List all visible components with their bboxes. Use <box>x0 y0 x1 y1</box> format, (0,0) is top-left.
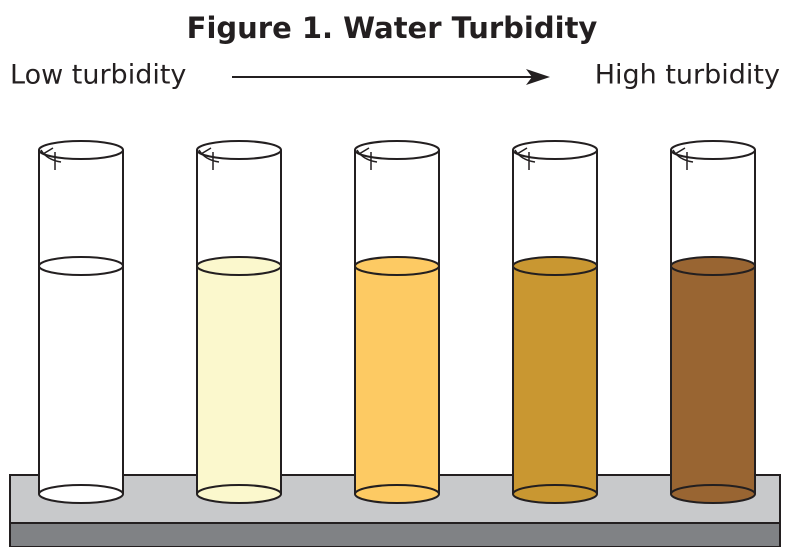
liquid-bottom <box>512 484 598 504</box>
liquid <box>671 266 755 494</box>
liquid-bottom <box>670 484 756 504</box>
arrow-head <box>526 69 550 85</box>
rim <box>196 140 282 160</box>
liquid-bottom <box>354 484 440 504</box>
shelf-front <box>9 522 781 547</box>
spout <box>198 147 220 170</box>
title: Figure 1. Water Turbidity <box>187 11 598 45</box>
spout <box>40 147 62 170</box>
cylinders <box>38 140 756 504</box>
liquid-surface <box>670 256 756 276</box>
liquid-surface <box>38 256 124 276</box>
liquid-surface <box>512 256 598 276</box>
liquid <box>197 266 281 494</box>
low-label: Low turbidity <box>10 60 186 91</box>
rim <box>512 140 598 160</box>
rim <box>38 140 124 160</box>
liquid-surface <box>354 256 440 276</box>
spout <box>672 147 694 170</box>
liquid-bottom <box>38 484 124 504</box>
liquid <box>39 266 123 494</box>
liquid-surface <box>196 256 282 276</box>
liquid-bottom <box>196 484 282 504</box>
high-label: High turbidity <box>595 60 780 91</box>
spout <box>514 147 536 170</box>
liquid <box>355 266 439 494</box>
liquid <box>513 266 597 494</box>
spout <box>356 147 378 170</box>
rim <box>670 140 756 160</box>
rim <box>354 140 440 160</box>
